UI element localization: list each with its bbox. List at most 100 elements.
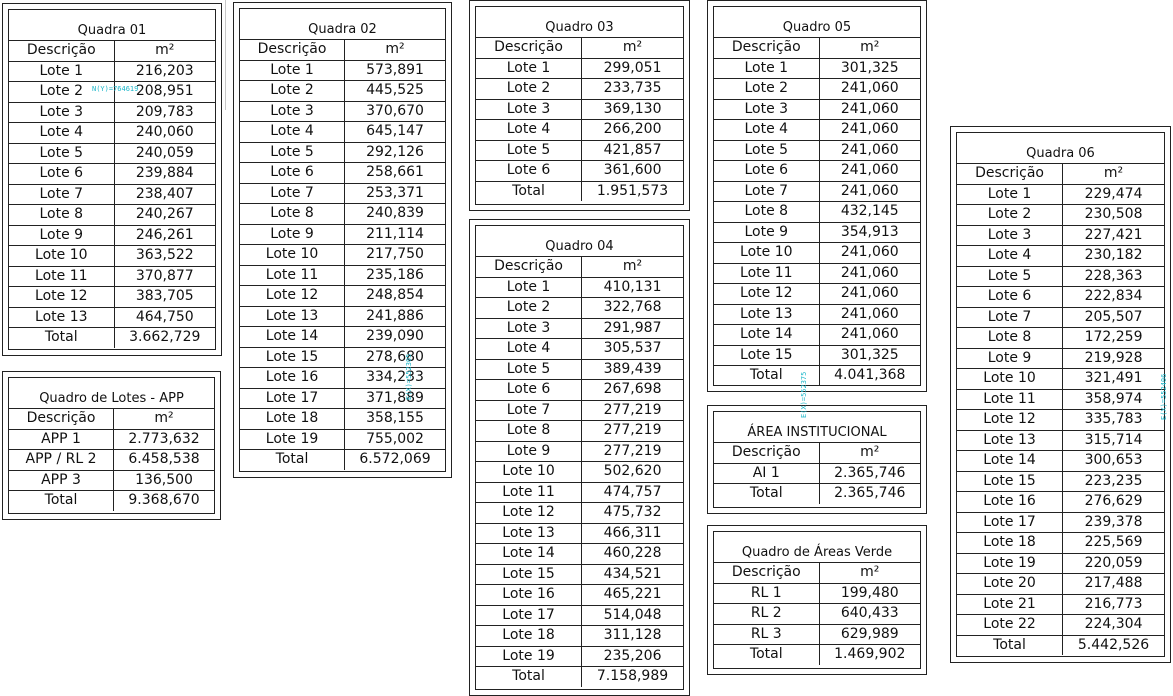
row-value: 645,147 <box>344 121 445 143</box>
header-area: m² <box>113 409 214 430</box>
table-row: Lote 9 277,219 <box>476 441 683 462</box>
row-value: 2.365,746 <box>819 463 920 484</box>
total-row: Total 1.951,573 <box>476 181 683 201</box>
table-row: Lote 14 460,228 <box>476 543 683 565</box>
table-row: Lote 2 322,768 <box>476 297 683 319</box>
area-table: Descrição m² Lote 1 229,474 Lote 2 230,508 Lot… <box>957 164 1164 655</box>
table-row: Lote 1 410,131 <box>476 277 683 298</box>
row-value: 305,537 <box>581 338 683 360</box>
table-row: Lote 6 361,600 <box>476 160 683 182</box>
table-row: Lote 18 311,128 <box>476 625 683 647</box>
row-value: 474,757 <box>581 482 683 503</box>
table-row: Lote 16 276,629 <box>957 491 1164 513</box>
row-label: RL 1 <box>714 583 820 604</box>
table-row: Lote 12 335,783 <box>957 409 1164 431</box>
header-row: Descrição m² <box>476 257 683 278</box>
table-row: Lote 1 573,891 <box>240 60 445 81</box>
row-value: 573,891 <box>344 60 445 81</box>
row-value: 225,569 <box>1062 532 1164 554</box>
row-label: Lote 13 <box>714 304 820 325</box>
table-row: Lote 2 241,060 <box>714 78 920 100</box>
area-table: Descrição m² Lote 1 301,325 Lote 2 241,060 Lot… <box>714 38 920 386</box>
row-value: 205,507 <box>1062 307 1164 328</box>
row-value: 514,048 <box>581 605 683 626</box>
header-area: m² <box>819 38 920 59</box>
table-row: Lote 16 334,233 <box>240 367 445 389</box>
row-label: RL 2 <box>714 603 820 625</box>
row-value: 219,928 <box>1062 348 1164 369</box>
header-row: Descrição m² <box>714 563 920 584</box>
row-label: Lote 16 <box>476 584 583 606</box>
table-row: Lote 13 466,311 <box>476 523 683 544</box>
row-label: Lote 16 <box>240 367 346 389</box>
row-value: 238,407 <box>114 184 215 205</box>
row-value: 389,439 <box>581 359 683 380</box>
table-row: Lote 7 241,060 <box>714 181 920 202</box>
table-row: Lote 10 502,620 <box>476 461 683 483</box>
table-row: APP 1 2.773,632 <box>9 429 214 450</box>
header-area: m² <box>581 257 683 278</box>
row-label: Lote 8 <box>957 327 1064 349</box>
row-value: 217,750 <box>344 244 445 266</box>
row-value: 209,783 <box>114 102 215 123</box>
row-label: Lote 7 <box>714 181 820 202</box>
row-label: Lote 1 <box>9 61 115 82</box>
row-label: Lote 9 <box>240 224 346 245</box>
table-row: Lote 19 220,059 <box>957 553 1164 574</box>
row-value: 235,186 <box>344 265 445 286</box>
row-value: 361,600 <box>581 160 683 182</box>
row-value: 216,773 <box>1062 594 1164 615</box>
table-row: Lote 4 305,537 <box>476 338 683 360</box>
row-value: 267,698 <box>581 379 683 401</box>
table-row: Lote 17 239,378 <box>957 512 1164 533</box>
total-value: 7.158,989 <box>596 668 669 685</box>
total-label: Total <box>9 490 115 511</box>
row-label: Lote 22 <box>957 614 1064 636</box>
row-value: 233,735 <box>581 78 683 100</box>
row-label: Lote 15 <box>476 564 583 585</box>
table-title: Quadra 06 <box>957 133 1164 164</box>
row-label: Lote 4 <box>957 245 1064 267</box>
row-value: 220,059 <box>1062 553 1164 574</box>
table-row: Lote 13 241,886 <box>240 306 445 327</box>
table-row: Lote 5 240,059 <box>9 143 215 164</box>
table-title: Quadro 03 <box>476 7 683 38</box>
row-value: 410,131 <box>581 277 683 298</box>
row-value: 240,839 <box>344 203 445 225</box>
table-row: Lote 8 240,839 <box>240 203 445 225</box>
row-label: Lote 19 <box>240 429 346 450</box>
table-row: Lote 3 291,987 <box>476 318 683 339</box>
table-row: Lote 21 216,773 <box>957 594 1164 615</box>
coordinate-label-n: N(Y)=764619 <box>92 85 139 93</box>
table-row: RL 2 640,433 <box>714 603 920 625</box>
table-row: Lote 13 464,750 <box>9 307 215 328</box>
header-row: Descrição m² <box>240 40 445 61</box>
table-row: Lote 3 241,060 <box>714 99 920 120</box>
row-label: Lote 18 <box>240 408 346 430</box>
table-row: Lote 20 217,488 <box>957 573 1164 595</box>
row-value: 6.458,538 <box>113 449 214 471</box>
table-row: Lote 8 432,145 <box>714 201 920 223</box>
total-row: Total 5.442,526 <box>957 635 1164 655</box>
table-row: RL 3 629,989 <box>714 624 920 645</box>
row-value: 301,325 <box>819 345 920 366</box>
table-row: Lote 2 445,525 <box>240 80 445 102</box>
row-value: 315,714 <box>1062 430 1164 451</box>
table-row: Lote 12 475,732 <box>476 502 683 524</box>
header-area: m² <box>1062 164 1164 185</box>
table-row: Lote 6 267,698 <box>476 379 683 401</box>
header-area: m² <box>344 40 445 61</box>
row-label: Lote 5 <box>957 266 1064 287</box>
total-row: Total 9.368,670 <box>9 490 214 511</box>
header-row: Descrição m² <box>9 41 215 62</box>
row-value: 278,680 <box>344 347 445 368</box>
row-value: 217,488 <box>1062 573 1164 595</box>
header-area: m² <box>581 38 683 59</box>
row-value: 241,886 <box>344 306 445 327</box>
table-row: APP 3 136,500 <box>9 470 214 491</box>
table-row: Lote 18 225,569 <box>957 532 1164 554</box>
